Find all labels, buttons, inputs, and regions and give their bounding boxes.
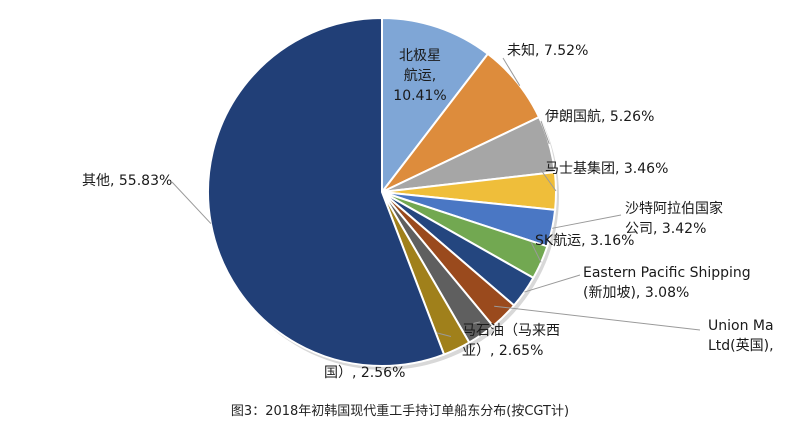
- chart-title: 图3：2018年初韩国现代重工手持订单船东分布(按CGT计): [230, 404, 570, 419]
- pie-slice-0: [381, 16, 490, 195]
- pie-label-0-line-2: 10.41%: [393, 88, 446, 104]
- pie-label-10: 其他, 55.83%: [82, 173, 212, 224]
- pie-leader-4: [552, 214, 622, 229]
- pie-label-6-line-1: (新加坡), 3.08%: [583, 285, 689, 301]
- pie-label-2-line-0: 伊朗国航, 5.26%: [545, 109, 654, 125]
- pie-label-7-line-0: Union Ma: [708, 318, 774, 334]
- pie-label-1: 未知, 7.52%: [502, 42, 588, 86]
- pie-label-1-line-0: 未知, 7.52%: [507, 42, 588, 59]
- pie-label-7-line-1: Ltd(英国),: [708, 337, 774, 354]
- pie-leader-10: [171, 181, 212, 224]
- pie-leader-5: [530, 241, 542, 263]
- pie-label-8-line-1: 亚）, 2.65%: [462, 343, 543, 359]
- pie-label-6-line-0: Eastern Pacific Shipping: [583, 265, 751, 281]
- pie-leader-8: [473, 321, 481, 324]
- pie-label-7: Union Ma Ltd(英国),: [494, 305, 774, 354]
- pie-label-4-line-1: 公司, 3.42%: [625, 221, 706, 237]
- pie-leader-2: [540, 120, 550, 145]
- pie-label-3: 马士基集团, 3.46%: [540, 160, 668, 192]
- pie-label-0-line-0: 北极星: [399, 48, 441, 64]
- pie-label-5: SK航运, 3.16%: [530, 233, 634, 263]
- pie-leader-6: [524, 274, 581, 293]
- pie-label-3-line-0: 马士基集团, 3.46%: [545, 160, 668, 177]
- pie-leader-3: [540, 169, 557, 192]
- pie-label-5-line-0: SK航运, 3.16%: [535, 233, 634, 249]
- pie-label-4-line-0: 沙特阿拉伯国家: [625, 200, 723, 217]
- pie-label-0-line-1: 航运,: [404, 68, 436, 84]
- pie-label-9-line-1: 国）, 2.56%: [324, 365, 405, 381]
- pie-label-8-line-0: 马石油（马来西: [462, 323, 560, 339]
- pie-label-2: 伊朗国航, 5.26%: [540, 109, 654, 145]
- pie-label-6: Eastern Pacific Shipping (新加坡), 3.08%: [524, 265, 751, 301]
- pie-leader-7: [494, 305, 701, 331]
- pie-leader-1: [502, 57, 521, 86]
- pie-label-10-line-0: 其他, 55.83%: [82, 173, 172, 189]
